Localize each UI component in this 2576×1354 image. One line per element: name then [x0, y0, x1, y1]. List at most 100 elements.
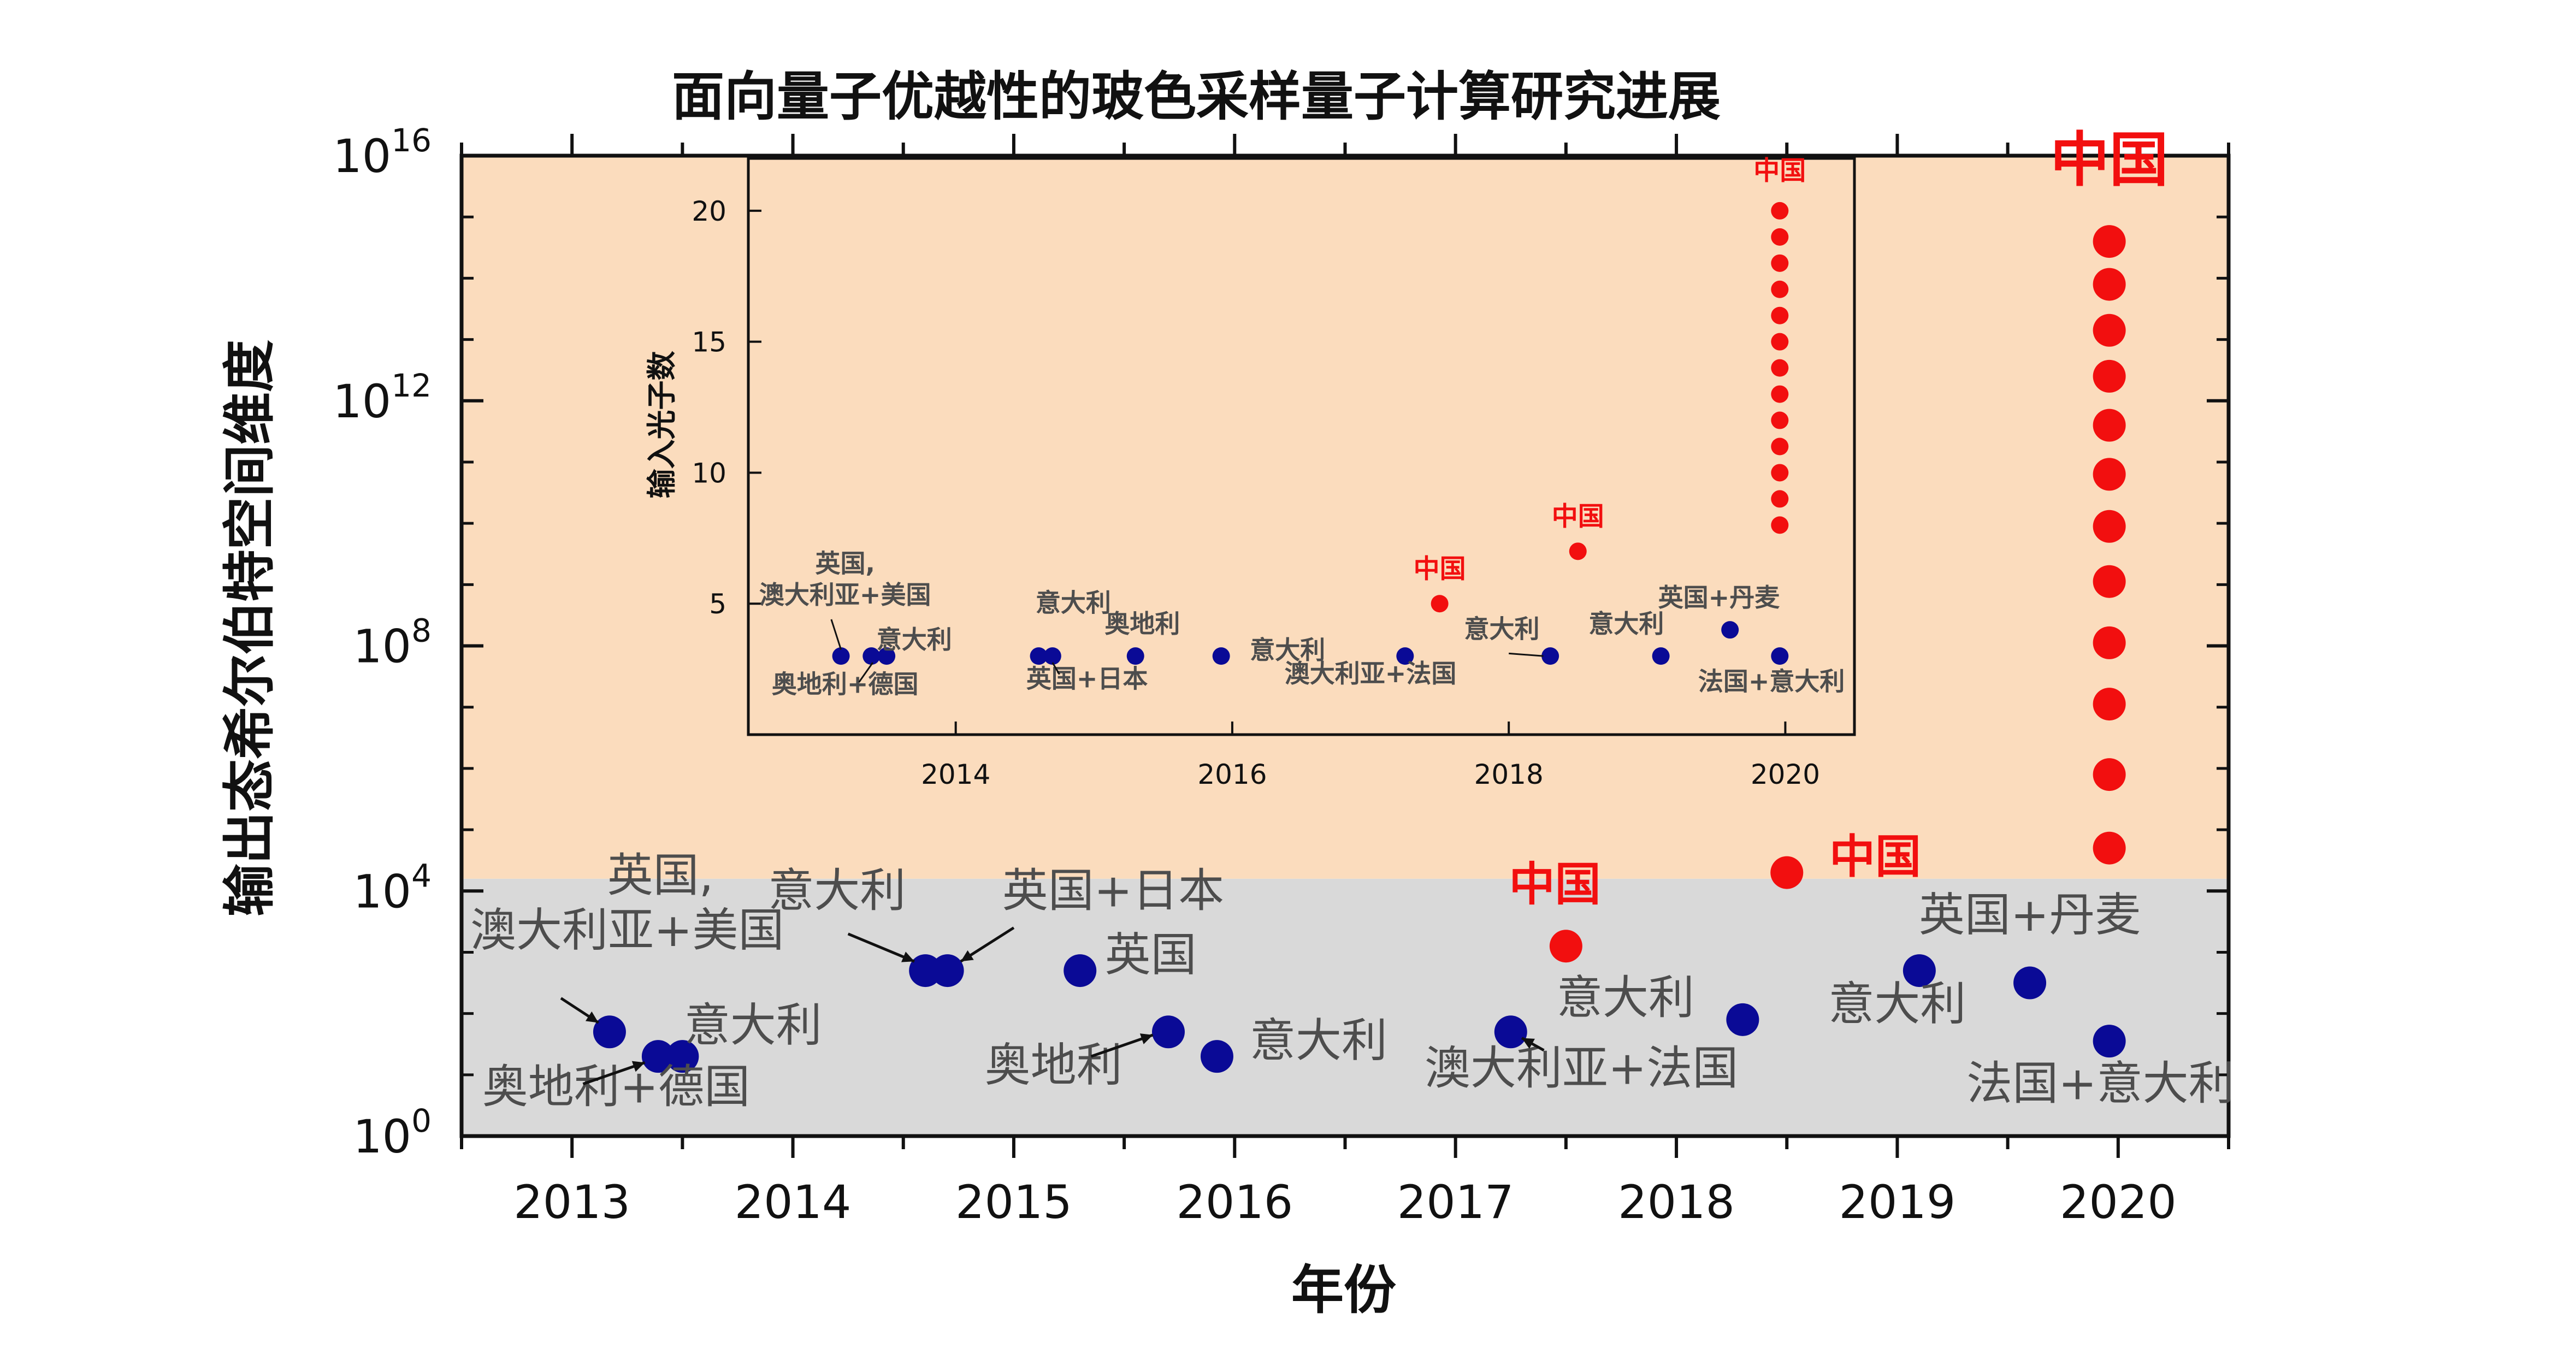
china-data-point: [2093, 409, 2126, 442]
y-tick-exponent: 12: [391, 367, 432, 404]
inset-country-label: 澳大利亚+美国: [759, 580, 931, 610]
country-label: 澳大利亚+法国: [1425, 1042, 1738, 1095]
country-label: 意大利: [684, 998, 822, 1052]
inset-frame: [747, 157, 1856, 736]
inset-country-label: 奥地利+德国: [772, 669, 919, 699]
inset-x-tick-label: 2018: [1474, 759, 1544, 790]
country-label: 英国: [1105, 928, 1197, 981]
y-tick-label: 104: [353, 857, 432, 918]
inset-data-point: [878, 647, 896, 665]
inset-data-point: [1541, 647, 1559, 665]
inset-pointer-arrow: [830, 619, 842, 650]
country-label: 英国,: [607, 848, 714, 902]
china-data-point: [2093, 565, 2126, 598]
shaded-band: [462, 156, 2229, 879]
inset-data-point: [1652, 647, 1670, 665]
china-data-point: [2093, 458, 2126, 491]
country-label: 奥地利+德国: [482, 1060, 750, 1113]
inset-china-data-point: [1771, 280, 1789, 298]
y-tick-base: 10: [333, 375, 391, 428]
inset-china-data-point: [1771, 254, 1789, 272]
country-label: 澳大利亚+美国: [470, 903, 784, 957]
y-tick-label: 100: [353, 1102, 432, 1163]
x-tick-label: 2018: [1618, 1175, 1735, 1229]
data-point: [931, 954, 964, 988]
x-tick-label: 2019: [1839, 1175, 1956, 1229]
y-tick-label: 1016: [333, 122, 432, 183]
country-label: 奥地利: [985, 1038, 1122, 1092]
inset-china-data-point: [1771, 333, 1789, 351]
arrow-head: [1522, 1038, 1535, 1049]
data-point: [1726, 1003, 1759, 1036]
inset-china-data-point: [1771, 228, 1789, 246]
china-data-point: [2093, 314, 2126, 347]
inset-data-point: [1771, 647, 1789, 665]
inset-x-tick-label: 2014: [921, 759, 990, 790]
china-data-point: [1770, 856, 1804, 889]
y-tick-label: 1012: [333, 367, 432, 428]
data-point: [2093, 1025, 2126, 1058]
china-data-point: [2093, 225, 2126, 258]
inset-data-point: [1126, 647, 1144, 665]
china-data-point: [2093, 688, 2126, 721]
china-data-point: [1549, 930, 1582, 963]
arrow-head: [585, 1011, 599, 1023]
x-tick-label: 2020: [2060, 1175, 2177, 1229]
y-tick-exponent: 8: [411, 612, 432, 649]
inset-data-point: [1396, 647, 1414, 665]
pointer-arrow: [847, 932, 915, 963]
inset-china-data-point: [1771, 306, 1789, 324]
inset-y-tick-label: 5: [709, 588, 726, 620]
inset-country-label: 意大利: [877, 625, 952, 654]
x-tick-label: 2016: [1176, 1175, 1293, 1229]
data-point: [593, 1015, 626, 1049]
inset-country-label: 意大利: [1464, 614, 1540, 644]
china-data-point: [2093, 268, 2126, 301]
data-point: [2013, 966, 2047, 1000]
china-data-point: [2093, 831, 2126, 865]
inset-china-data-point: [1771, 411, 1789, 429]
y-tick-base: 10: [353, 620, 411, 673]
china-data-point: [2093, 359, 2126, 393]
china-label: 中国: [1829, 830, 1921, 884]
x-tick-label: 2017: [1397, 1175, 1514, 1229]
data-point: [641, 1040, 675, 1073]
inset-china-label: 中国: [1753, 155, 1806, 186]
inset-y-tick-label: 15: [692, 327, 726, 358]
y-axis-label: 输出态希尔伯特空间维度: [219, 340, 280, 917]
inset-country-label: 奥地利: [1104, 609, 1180, 638]
y-tick-label: 108: [353, 612, 432, 673]
country-label: 英国+日本: [1002, 864, 1224, 917]
inset-pointer-arrow: [1051, 662, 1060, 675]
inset-data-point: [1212, 647, 1230, 665]
inset-data-point: [1721, 621, 1739, 639]
data-point: [1064, 954, 1097, 988]
y-tick-base: 10: [353, 1110, 411, 1163]
y-tick-base: 10: [353, 865, 411, 918]
china-label: 中国: [2051, 126, 2169, 194]
china-data-point: [2093, 758, 2126, 791]
inset-country-label: 意大利: [1036, 588, 1111, 618]
country-label: 意大利: [1250, 1014, 1387, 1067]
arrow-head: [960, 950, 974, 962]
inset-country-label: 澳大利亚+法国: [1285, 659, 1457, 688]
inset-china-data-point: [1771, 202, 1789, 220]
inset-y-tick-label: 20: [692, 196, 726, 227]
y-tick-exponent: 16: [391, 122, 432, 159]
data-point: [1200, 1040, 1233, 1073]
x-axis-label: 年份: [1291, 1260, 1396, 1321]
country-label: 意大利: [1557, 971, 1694, 1025]
inset-country-label: 英国+日本: [1026, 664, 1148, 694]
inset-china-label: 中国: [1414, 553, 1466, 584]
arrow-head: [631, 1061, 645, 1072]
inset-y-axis-label: 输入光子数: [645, 351, 679, 499]
country-label: 英国+丹麦: [1919, 888, 2141, 942]
y-tick-exponent: 0: [411, 1102, 432, 1139]
inset-country-label: 法国+意大利: [1698, 666, 1845, 696]
inset-data-point: [832, 647, 850, 665]
inset-country-label: 意大利: [1588, 609, 1664, 638]
inset-y-tick-label: 10: [692, 457, 726, 489]
inset-x-tick-label: 2020: [1751, 759, 1820, 790]
